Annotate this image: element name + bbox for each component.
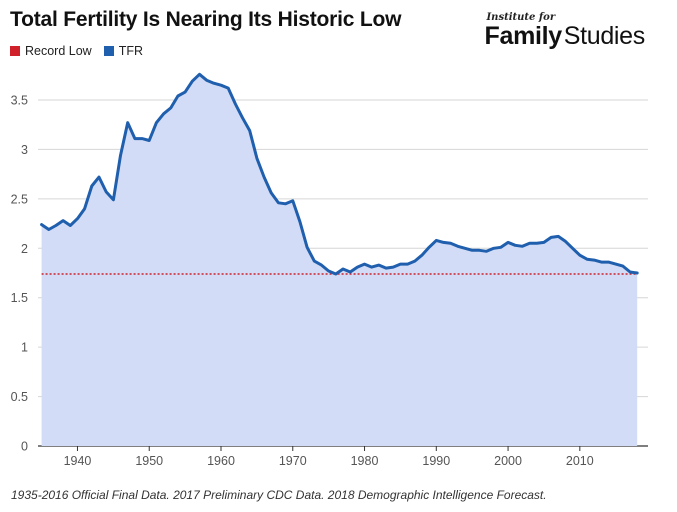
y-tick-label: 0	[21, 440, 28, 454]
brand-line1: Institute for	[486, 12, 556, 23]
y-tick-label: 3.5	[11, 94, 28, 108]
y-tick-label: 1.5	[11, 291, 28, 305]
legend-label-record-low: Record Low	[25, 44, 92, 58]
tfr-area-fill	[41, 74, 638, 447]
legend: Record Low TFR	[10, 44, 143, 58]
tfr-series-line	[40, 72, 639, 276]
x-axis-ticks: 1940 1950 1960 1970 1980 1990 2000 2010	[64, 446, 594, 468]
brand-word-family: Family	[484, 22, 563, 50]
x-tick-label: 2010	[566, 454, 594, 468]
legend-item-tfr[interactable]: TFR	[103, 44, 144, 58]
y-tick-label: 2.5	[11, 192, 28, 206]
legend-label-tfr: TFR	[118, 44, 144, 58]
y-tick-label: 3	[21, 143, 28, 157]
legend-item-record-low[interactable]: Record Low	[10, 44, 92, 58]
x-tick-label: 1990	[422, 454, 450, 468]
chart-title: Total Fertility Is Nearing Its Historic …	[10, 8, 402, 31]
brand-line2: Family Studies	[485, 23, 646, 49]
y-tick-label: 0.5	[11, 390, 28, 404]
brand-word-studies: Studies	[563, 22, 646, 50]
x-tick-label: 1960	[207, 454, 235, 468]
x-tick-label: 1970	[279, 454, 307, 468]
x-tick-label: 2000	[494, 454, 522, 468]
tfr-area-chart: 0 0.5 1 1.5 2 2.5 3 3.5 1940 1950 1960 1970 1980 199…	[11, 72, 648, 468]
x-tick-label: 1940	[64, 454, 92, 468]
x-tick-label: 1950	[135, 454, 163, 468]
legend-swatch-record-low	[10, 46, 20, 56]
y-tick-label: 2	[21, 242, 28, 256]
y-tick-label: 1	[21, 341, 28, 355]
chart-caption: 1935-2016 Official Final Data. 2017 Prel…	[11, 488, 547, 502]
y-axis-ticks: 0 0.5 1 1.5 2 2.5 3 3.5	[11, 94, 28, 454]
x-tick-label: 1980	[351, 454, 379, 468]
brand-logo: Institute for Family Studies	[485, 12, 646, 49]
legend-swatch-tfr	[103, 46, 114, 56]
